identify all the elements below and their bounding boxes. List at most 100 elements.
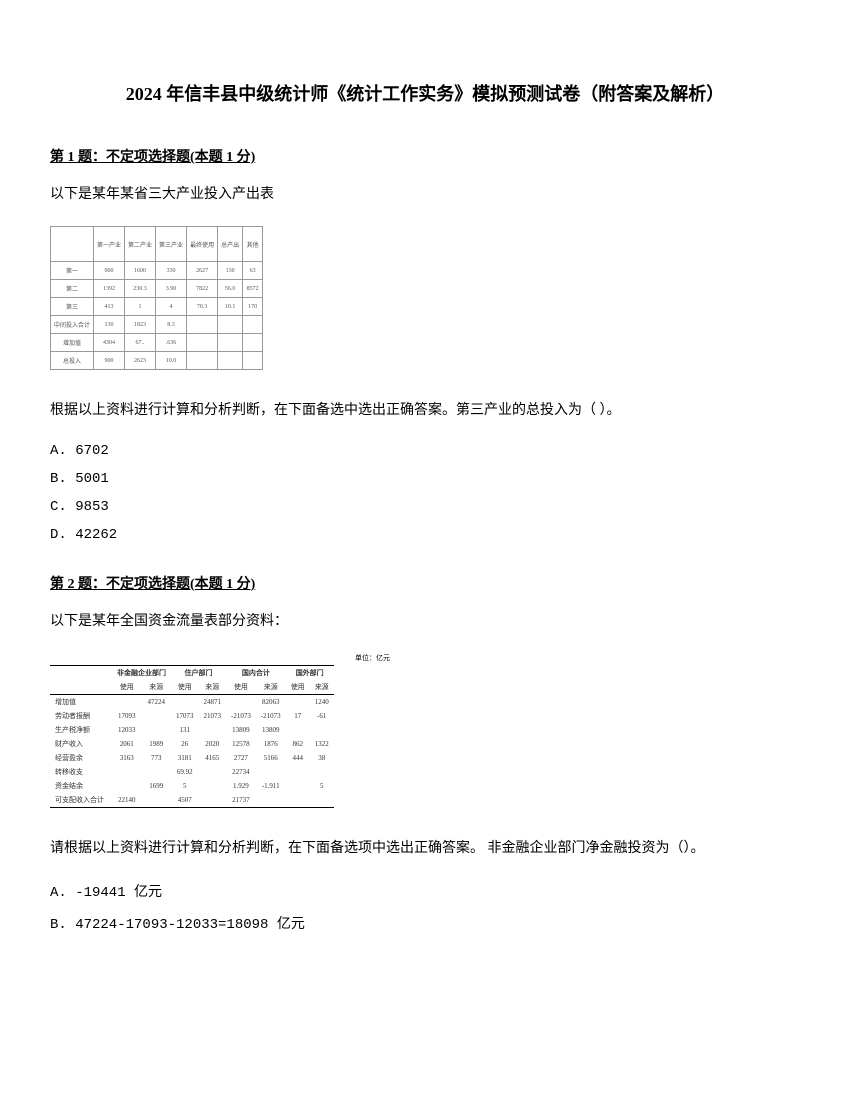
table-cell: 可支配收入合计 [50,793,112,808]
table-cell [310,723,334,737]
table-cell: 38 [310,751,334,765]
q2-option-b: B. 47224-17093-12033=18098 亿元 [50,913,800,933]
table-cell [112,695,142,710]
q1-option-b: B. 5001 [50,471,800,487]
table-cell [142,723,172,737]
table-cell: 69.92 [171,765,199,779]
table-cell: 经营盈余 [50,751,112,765]
table-cell: 中间投入合计 [51,316,94,334]
table-cell: 第二产业 [125,227,156,262]
table-cell: 增加值 [51,334,94,352]
table-cell: 1600 [125,262,156,280]
q2-table-container: 单位：亿元 非金融企业部门 住户部门 国内合计 国外部门 使用 来源 使用 来源… [50,653,800,808]
table-cell [286,765,310,779]
table-cell: 5166 [256,751,286,765]
table-cell: 劳动者报酬 [50,709,112,723]
table-cell: 10.1 [218,298,243,316]
table-cell: 2020 [199,737,227,751]
table-cell: 第一产业 [94,227,125,262]
table-cell: 财产收入 [50,737,112,751]
table-cell: 转移收支 [50,765,112,779]
table-cell: 131 [171,723,199,737]
table-cell [112,765,142,779]
table-cell: 第三产业 [156,227,187,262]
table-cell: 第二 [51,280,94,298]
table-cell: 12578 [226,737,256,751]
table-cell: 22734 [226,765,256,779]
table-cell: 13809 [256,723,286,737]
table-cell: 862 [286,737,310,751]
table-cell: 22140 [112,793,142,808]
table-cell [243,316,263,334]
table-cell [243,352,263,370]
table-cell: 总投入 [51,352,94,370]
table-cell: -21073 [226,709,256,723]
table-cell: 1322 [310,737,334,751]
table-header: 国内合计 [226,666,286,681]
table-cell: 5 [310,779,334,793]
table-cell: 1989 [142,737,172,751]
table-header: 使用 [226,680,256,695]
table-header: 使用 [171,680,199,695]
q1-prompt: 根据以上资料进行计算和分析判断，在下面备选中选出正确答案。第三产业的总投入为（ … [50,400,800,422]
q2-intro: 以下是某年全国资金流量表部分资料： [50,611,800,633]
table-cell: 资金结余 [50,779,112,793]
table-cell [243,334,263,352]
table-cell: 2627 [187,262,218,280]
table-cell: 12033 [112,723,142,737]
table-cell: 1699 [142,779,172,793]
table-cell [142,709,172,723]
table-header: 使用 [112,680,142,695]
table-cell [286,793,310,808]
table-cell [218,334,243,352]
table-cell: 4304 [94,334,125,352]
table-cell [218,352,243,370]
table-cell [218,316,243,334]
table-header: 国外部门 [286,666,334,681]
table-cell: -21073 [256,709,286,723]
table-cell [187,334,218,352]
q1-option-d: D. 42262 [50,527,800,543]
q2-header: 第 2 题：不定项选择题(本题 1 分) [50,573,800,593]
table-cell: 10.0 [156,352,187,370]
table-cell: 63 [243,262,263,280]
table-cell: 900 [94,262,125,280]
table-cell [310,793,334,808]
table-cell: 3181 [171,751,199,765]
table-header: 住户部门 [171,666,226,681]
table-cell [286,779,310,793]
table-header [50,666,112,681]
table-cell: 17073 [171,709,199,723]
table-cell: 5 [171,779,199,793]
q2-table: 非金融企业部门 住户部门 国内合计 国外部门 使用 来源 使用 来源 使用 来源… [50,665,334,808]
table-cell [142,765,172,779]
table-cell [310,765,334,779]
table-cell: 773 [142,751,172,765]
table-cell: 47224 [142,695,172,710]
table-cell: 1823 [125,316,156,334]
table-cell: 26 [171,737,199,751]
table-cell [286,695,310,710]
table-cell [171,695,199,710]
table-cell: 最终使用 [187,227,218,262]
table-cell: 21073 [199,709,227,723]
table-cell: 第三 [51,298,94,316]
table-cell: 生产税净额 [50,723,112,737]
table-cell: 130 [94,316,125,334]
table-cell: 413 [94,298,125,316]
table-cell [199,765,227,779]
table-cell [112,779,142,793]
document-title: 2024 年信丰县中级统计师《统计工作实务》模拟预测试卷（附答案及解析） [50,80,800,106]
table-cell: 其他 [243,227,263,262]
table-cell: -1.911 [256,779,286,793]
table-cell: 4165 [199,751,227,765]
table-cell: 170 [243,298,263,316]
table-cell: 17093 [112,709,142,723]
q2-option-a: A. -19441 亿元 [50,881,800,901]
q1-option-c: C. 9853 [50,499,800,515]
table-cell [51,227,94,262]
table-cell: 8572 [243,280,263,298]
table-cell [187,316,218,334]
table-cell: 67.. [125,334,156,352]
table-cell: 444 [286,751,310,765]
